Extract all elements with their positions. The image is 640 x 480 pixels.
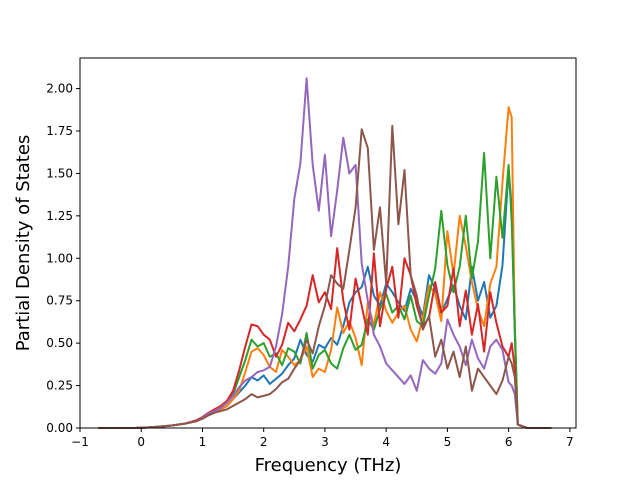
y-tick-label: 0.75: [46, 294, 73, 308]
x-tick-label: 2: [260, 435, 268, 449]
series-line-5: [98, 77, 552, 429]
series-group: [98, 77, 552, 429]
y-tick-label: 1.75: [46, 124, 73, 138]
x-tick-label: 0: [137, 435, 145, 449]
x-tick-label: 5: [444, 435, 452, 449]
series-line-6: [98, 124, 552, 429]
y-tick-label: 1.00: [46, 251, 73, 265]
x-tick-label: −1: [71, 435, 89, 449]
x-tick-label: 6: [505, 435, 513, 449]
y-axis-label: Partial Density of States: [13, 135, 34, 352]
x-tick-label: 3: [321, 435, 329, 449]
x-axis-label: Frequency (THz): [255, 455, 402, 476]
y-tick-label: 0.50: [46, 336, 73, 350]
series-line-1: [98, 169, 552, 429]
y-axis: 0.00 0.25 0.50 0.75 1.00 1.25 1.50 1.75 2.00: [46, 82, 80, 435]
y-tick-label: 0.25: [46, 379, 73, 393]
x-tick-label: 7: [566, 435, 574, 449]
axes-frame: [79, 57, 577, 429]
x-axis: −1 0 1 2 3 4 5 6 7: [71, 428, 574, 449]
y-tick-label: 0.00: [46, 421, 73, 435]
y-tick-label: 1.50: [46, 166, 73, 180]
series-line-4: [98, 247, 552, 429]
y-tick-label: 1.25: [46, 209, 73, 223]
series-line-3: [98, 152, 552, 429]
x-tick-label: 1: [199, 435, 207, 449]
x-tick-label: 4: [382, 435, 390, 449]
y-tick-label: 2.00: [46, 82, 73, 96]
